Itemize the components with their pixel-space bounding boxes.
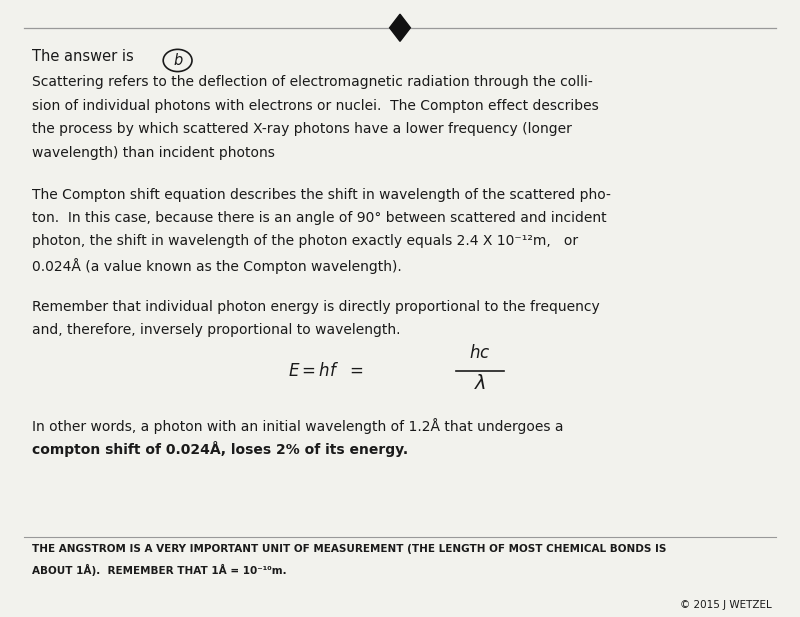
Polygon shape xyxy=(390,14,410,41)
Text: photon, the shift in wavelength of the photon exactly equals 2.4 X 10⁻¹²m,   or: photon, the shift in wavelength of the p… xyxy=(32,234,578,249)
Text: The Compton shift equation describes the shift in wavelength of the scattered ph: The Compton shift equation describes the… xyxy=(32,188,611,202)
Text: the process by which scattered X-ray photons have a lower frequency (longer: the process by which scattered X-ray pho… xyxy=(32,122,572,136)
Text: © 2015 J WETZEL: © 2015 J WETZEL xyxy=(680,600,772,610)
Text: $\lambda$: $\lambda$ xyxy=(474,374,486,393)
Text: Remember that individual photon energy is directly proportional to the frequency: Remember that individual photon energy i… xyxy=(32,300,600,314)
Text: Scattering refers to the deflection of electromagnetic radiation through the col: Scattering refers to the deflection of e… xyxy=(32,75,593,89)
Text: and, therefore, inversely proportional to wavelength.: and, therefore, inversely proportional t… xyxy=(32,323,401,337)
Text: ABOUT 1Å).  REMEMBER THAT 1Å = 10⁻¹⁰m.: ABOUT 1Å). REMEMBER THAT 1Å = 10⁻¹⁰m. xyxy=(32,564,286,576)
Text: ton.  In this case, because there is an angle of 90° between scattered and incid: ton. In this case, because there is an a… xyxy=(32,211,606,225)
Text: wavelength) than incident photons: wavelength) than incident photons xyxy=(32,146,275,160)
Text: THE ANGSTROM IS A VERY IMPORTANT UNIT OF MEASUREMENT (THE LENGTH OF MOST CHEMICA: THE ANGSTROM IS A VERY IMPORTANT UNIT OF… xyxy=(32,544,666,554)
Text: The answer is: The answer is xyxy=(32,49,138,64)
Text: b: b xyxy=(173,53,182,68)
Text: sion of individual photons with electrons or nuclei.  The Compton effect describ: sion of individual photons with electron… xyxy=(32,99,598,113)
Text: In other words, a photon with an initial wavelength of 1.2Å that undergoes a: In other words, a photon with an initial… xyxy=(32,418,563,434)
Text: $E = hf \ \ =$: $E = hf \ \ =$ xyxy=(288,362,363,381)
Text: 0.024Å (a value known as the Compton wavelength).: 0.024Å (a value known as the Compton wav… xyxy=(32,258,402,274)
Text: compton shift of 0.024Å, loses 2% of its energy.: compton shift of 0.024Å, loses 2% of its… xyxy=(32,441,408,457)
Text: $hc$: $hc$ xyxy=(470,344,490,362)
